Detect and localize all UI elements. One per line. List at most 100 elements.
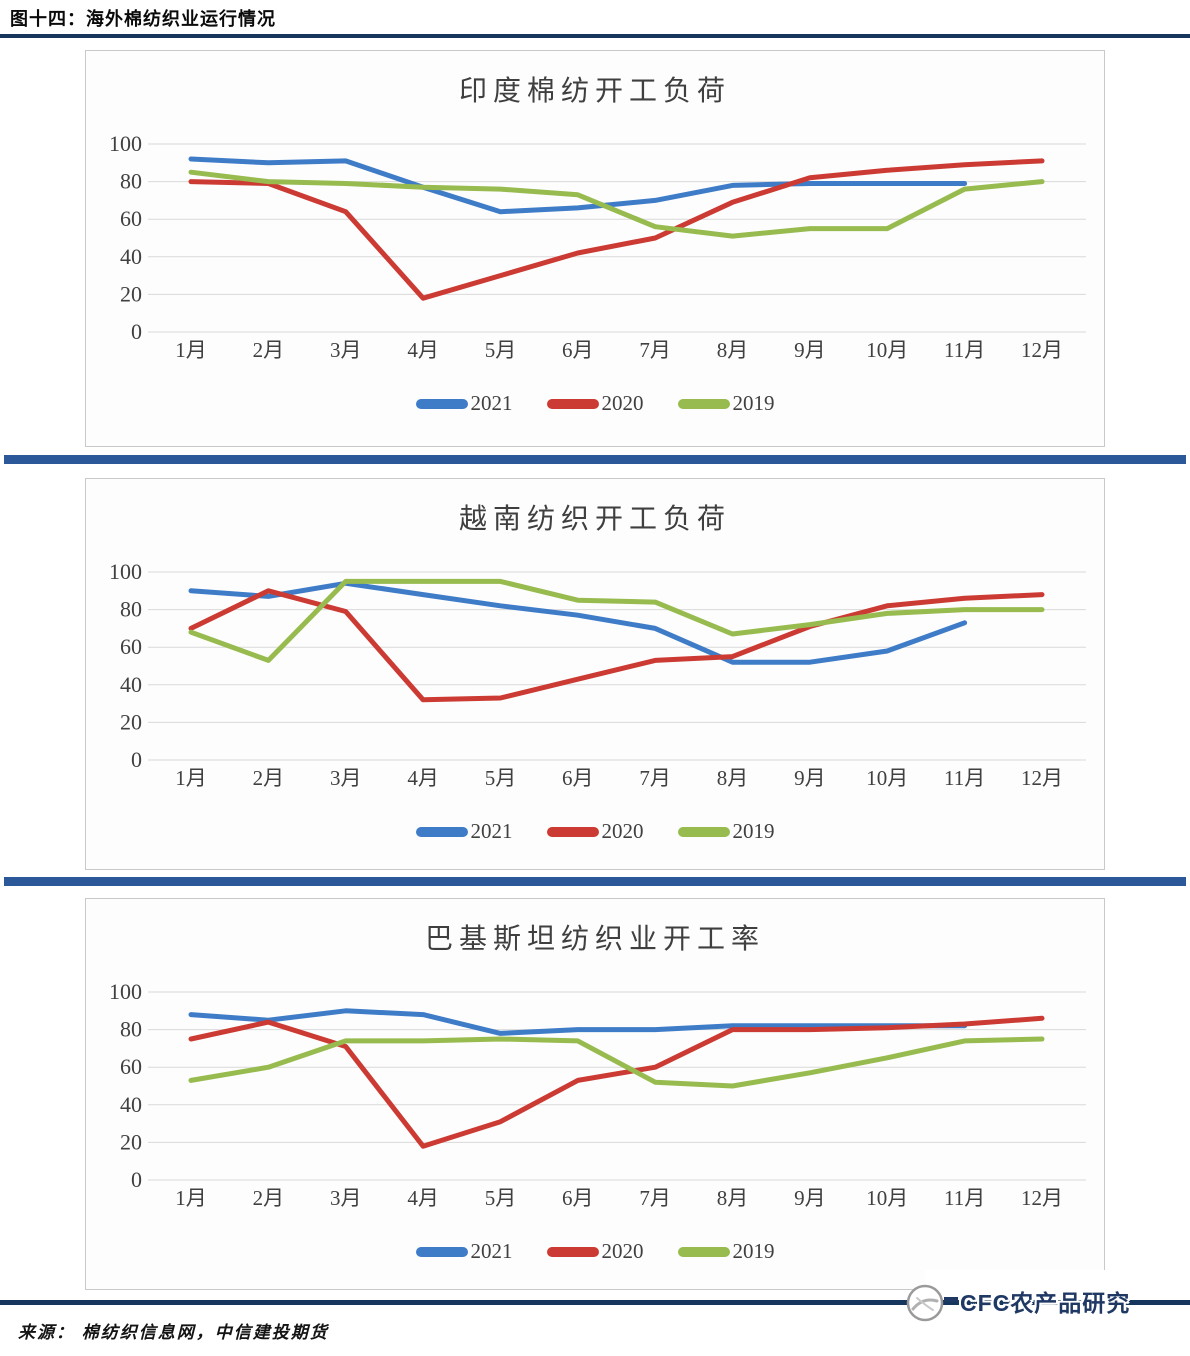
legend-item-2020: 2020	[546, 391, 644, 416]
x-tick-label: 10月	[866, 1186, 908, 1210]
y-tick-label: 60	[120, 1054, 142, 1079]
legend-label-2020: 2020	[601, 391, 644, 415]
chart-legend: 2021 2020 2019	[86, 1239, 1104, 1264]
chart-legend: 2021 2020 2019	[86, 391, 1104, 416]
y-tick-label: 100	[109, 131, 142, 156]
chart-box-india: 印度棉纺开工负荷 0 20 40 60 80 100 1月 2月 3月 4月 5月 6月 7月 8月 9月 1…	[85, 50, 1105, 447]
x-tick-label: 2月	[253, 766, 284, 790]
section-divider-1	[4, 455, 1186, 464]
legend-item-2021: 2021	[415, 819, 513, 844]
legend-swatch-2021	[415, 1246, 468, 1257]
x-tick-label: 9月	[794, 766, 826, 790]
x-tick-label: 3月	[330, 338, 362, 362]
legend-label-2021: 2021	[470, 391, 513, 415]
y-tick-label: 20	[120, 281, 142, 306]
y-tick-label: 0	[131, 747, 142, 772]
legend-item-2021: 2021	[415, 1239, 513, 1264]
x-tick-label: 7月	[639, 766, 671, 790]
x-tick-label: 11月	[944, 766, 985, 790]
x-tick-label: 8月	[717, 766, 749, 790]
x-tick-label: 6月	[562, 1186, 594, 1210]
legend-swatch-2019	[677, 1246, 730, 1257]
legend-label-2020: 2020	[601, 1239, 644, 1263]
chart-plot-area: 0 20 40 60 80 100 1月 2月 3月 4月 5月 6月 7月 8月 9月 10月 11月 12月	[109, 559, 1086, 790]
x-tick-label: 7月	[639, 338, 671, 362]
x-tick-label: 12月	[1021, 766, 1063, 790]
x-tick-label: 9月	[794, 338, 826, 362]
legend-item-2019: 2019	[677, 1239, 775, 1264]
y-tick-label: 60	[120, 206, 142, 231]
x-tick-label: 6月	[562, 338, 594, 362]
x-tick-label: 4月	[407, 766, 439, 790]
x-tick-label: 11月	[944, 1186, 985, 1210]
y-tick-label: 80	[120, 597, 142, 622]
y-tick-label: 20	[120, 709, 142, 734]
page-title: 图十四：海外棉纺织业运行情况	[10, 9, 276, 29]
section-divider-2	[4, 877, 1186, 886]
x-tick-label: 2月	[253, 1186, 284, 1210]
series-line-2020	[188, 158, 1045, 301]
source-note: 来源： 棉纺织信息网，中信建投期货	[18, 1323, 329, 1342]
x-tick-label: 8月	[717, 1186, 749, 1210]
chart-plot-area: 0 20 40 60 80 100 1月 2月 3月 4月 5月 6月 7月 8月 9月 10月 11月 12月	[109, 131, 1086, 362]
series-line-2019	[188, 1036, 1045, 1089]
x-tick-label: 3月	[330, 1186, 362, 1210]
chart-plot-area: 0 20 40 60 80 100 1月 2月 3月 4月 5月 6月 7月 8月 9月 10月 11月 12月	[109, 979, 1086, 1210]
legend-item-2019: 2019	[677, 391, 775, 416]
chart-legend: 2021 2020 2019	[86, 819, 1104, 844]
x-tick-label: 4月	[407, 338, 439, 362]
legend-label-2019: 2019	[732, 819, 775, 843]
legend-swatch-2021	[415, 826, 468, 837]
x-tick-label: 5月	[485, 338, 517, 362]
x-tick-label: 5月	[485, 766, 517, 790]
x-tick-label: 9月	[794, 1186, 826, 1210]
series-line-2021	[188, 1008, 968, 1036]
series-line-2019	[188, 169, 1045, 239]
watermark-background	[925, 1270, 1120, 1300]
series-line-2021	[188, 580, 968, 665]
series-line-2019	[188, 578, 1045, 663]
chart-title-pakistan: 巴基斯坦纺织业开工率	[424, 924, 765, 955]
chart-box-pakistan: 巴基斯坦纺织业开工率 0 20 40 60 80 100 1月 2月 3月 4月 5月 6月 7月 8月 9…	[85, 898, 1105, 1290]
y-tick-label: 0	[131, 319, 142, 344]
y-tick-label: 20	[120, 1129, 142, 1154]
x-tick-label: 3月	[330, 766, 362, 790]
legend-swatch-2019	[677, 398, 730, 409]
legend-label-2021: 2021	[470, 1239, 513, 1263]
y-tick-label: 0	[131, 1167, 142, 1192]
y-tick-label: 80	[120, 1017, 142, 1042]
legend-swatch-2020	[546, 398, 599, 409]
legend-item-2020: 2020	[546, 819, 644, 844]
x-tick-label: 10月	[866, 766, 908, 790]
legend-swatch-2020	[546, 826, 599, 837]
legend-swatch-2021	[415, 398, 468, 409]
watermark-dash	[944, 1297, 958, 1302]
x-tick-label: 2月	[253, 338, 284, 362]
x-tick-label: 8月	[717, 338, 749, 362]
x-tick-label: 10月	[866, 338, 908, 362]
legend-item-2020: 2020	[546, 1239, 644, 1264]
header-divider	[0, 34, 1190, 38]
legend-swatch-2020	[546, 1246, 599, 1257]
x-tick-label: 5月	[485, 1186, 517, 1210]
chart-box-vietnam: 越南纺织开工负荷 0 20 40 60 80 100 1月 2月 3月 4月 5月 6月 7月 8月 9月 1…	[85, 478, 1105, 870]
x-tick-label: 1月	[175, 1186, 207, 1210]
chart-title-vietnam: 越南纺织开工负荷	[458, 504, 731, 535]
legend-label-2020: 2020	[601, 819, 644, 843]
y-tick-label: 100	[109, 979, 142, 1004]
y-tick-label: 80	[120, 169, 142, 194]
y-tick-label: 40	[120, 1092, 142, 1117]
legend-item-2019: 2019	[677, 819, 775, 844]
x-tick-label: 4月	[407, 1186, 439, 1210]
watermark-label: CFC农产品研究	[960, 1290, 1131, 1316]
x-tick-label: 11月	[944, 338, 985, 362]
legend-label-2019: 2019	[732, 1239, 775, 1263]
x-tick-label: 12月	[1021, 338, 1063, 362]
series-line-2021	[188, 156, 968, 215]
x-tick-label: 1月	[175, 338, 207, 362]
legend-label-2019: 2019	[732, 391, 775, 415]
legend-swatch-2019	[677, 826, 730, 837]
x-tick-label: 12月	[1021, 1186, 1063, 1210]
y-tick-label: 60	[120, 634, 142, 659]
x-tick-label: 1月	[175, 766, 207, 790]
